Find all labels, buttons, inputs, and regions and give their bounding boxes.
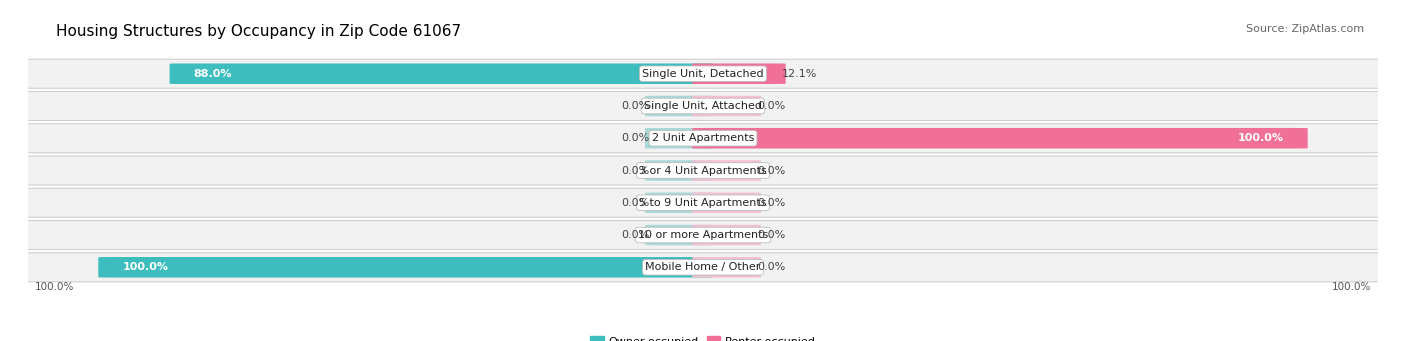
- FancyBboxPatch shape: [692, 63, 786, 84]
- FancyBboxPatch shape: [645, 128, 714, 148]
- Text: 0.0%: 0.0%: [756, 198, 785, 208]
- Text: Source: ZipAtlas.com: Source: ZipAtlas.com: [1246, 24, 1364, 34]
- Text: 88.0%: 88.0%: [194, 69, 232, 79]
- FancyBboxPatch shape: [21, 59, 1385, 88]
- FancyBboxPatch shape: [170, 63, 714, 84]
- FancyBboxPatch shape: [645, 160, 714, 181]
- FancyBboxPatch shape: [21, 253, 1385, 282]
- Text: 0.0%: 0.0%: [756, 101, 785, 111]
- Text: 2 Unit Apartments: 2 Unit Apartments: [652, 133, 754, 143]
- Text: Mobile Home / Other: Mobile Home / Other: [645, 262, 761, 272]
- Text: 5 to 9 Unit Apartments: 5 to 9 Unit Apartments: [640, 198, 766, 208]
- FancyBboxPatch shape: [21, 156, 1385, 185]
- Text: 0.0%: 0.0%: [621, 133, 650, 143]
- FancyBboxPatch shape: [645, 225, 714, 245]
- Text: 0.0%: 0.0%: [756, 230, 785, 240]
- Legend: Owner-occupied, Renter-occupied: Owner-occupied, Renter-occupied: [586, 331, 820, 341]
- Text: 0.0%: 0.0%: [756, 165, 785, 176]
- Text: 100.0%: 100.0%: [35, 282, 75, 292]
- FancyBboxPatch shape: [21, 188, 1385, 217]
- FancyBboxPatch shape: [692, 160, 761, 181]
- Text: 3 or 4 Unit Apartments: 3 or 4 Unit Apartments: [640, 165, 766, 176]
- FancyBboxPatch shape: [21, 91, 1385, 120]
- FancyBboxPatch shape: [692, 96, 761, 116]
- FancyBboxPatch shape: [645, 193, 714, 213]
- Text: 10 or more Apartments: 10 or more Apartments: [638, 230, 768, 240]
- FancyBboxPatch shape: [21, 124, 1385, 153]
- Text: 0.0%: 0.0%: [621, 198, 650, 208]
- FancyBboxPatch shape: [645, 96, 714, 116]
- Text: 12.1%: 12.1%: [782, 69, 817, 79]
- Text: 0.0%: 0.0%: [621, 165, 650, 176]
- FancyBboxPatch shape: [692, 128, 1308, 148]
- Text: Single Unit, Attached: Single Unit, Attached: [644, 101, 762, 111]
- Text: 100.0%: 100.0%: [1331, 282, 1371, 292]
- Text: 0.0%: 0.0%: [621, 230, 650, 240]
- FancyBboxPatch shape: [98, 257, 714, 278]
- Text: 0.0%: 0.0%: [756, 262, 785, 272]
- FancyBboxPatch shape: [692, 193, 761, 213]
- Text: Housing Structures by Occupancy in Zip Code 61067: Housing Structures by Occupancy in Zip C…: [56, 24, 461, 39]
- Text: 100.0%: 100.0%: [1237, 133, 1284, 143]
- Text: 100.0%: 100.0%: [122, 262, 169, 272]
- FancyBboxPatch shape: [21, 221, 1385, 250]
- FancyBboxPatch shape: [692, 225, 761, 245]
- Text: Single Unit, Detached: Single Unit, Detached: [643, 69, 763, 79]
- Text: 0.0%: 0.0%: [621, 101, 650, 111]
- FancyBboxPatch shape: [692, 257, 761, 278]
